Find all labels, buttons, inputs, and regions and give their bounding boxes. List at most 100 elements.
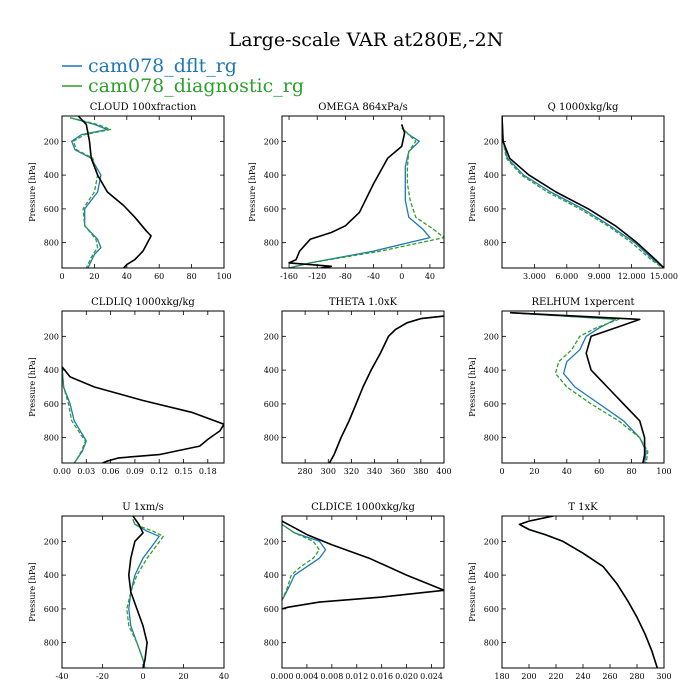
x-tick-label: 300 xyxy=(656,672,671,681)
x-tick-label: 0.008 xyxy=(320,672,343,681)
x-tick-label: 340 xyxy=(367,467,382,476)
y-tick-label: 400 xyxy=(44,571,59,580)
x-tick-label: 6.000 xyxy=(555,272,578,281)
y-tick-label: 400 xyxy=(484,366,499,375)
y-tick-label: 200 xyxy=(44,137,59,146)
y-tick-label: 400 xyxy=(44,171,59,180)
plot-frame xyxy=(61,310,225,464)
x-tick-label: 100 xyxy=(216,272,231,281)
x-tick-label: 0.06 xyxy=(102,467,120,476)
x-tick-label: 20 xyxy=(178,672,188,681)
x-tick-label: 0.024 xyxy=(420,672,443,681)
x-tick-label: 12.000 xyxy=(618,272,646,281)
y-axis-label: Pressure [hPa] xyxy=(28,357,37,417)
panel-u: U 1xm/s -40 -20 0 20 40 200 400 600 800 Pressure [… xyxy=(28,502,229,681)
x-tick-label: 20 xyxy=(529,467,539,476)
panel-relhum: RELHUM 1xpercent 0 20 40 60 80 100 200 400 600 800… xyxy=(468,297,672,476)
y-tick-label: 200 xyxy=(264,332,279,341)
y-tick-label: 200 xyxy=(484,137,499,146)
y-axis-label: Pressure [hPa] xyxy=(468,357,477,417)
y-tick-label: 600 xyxy=(484,400,499,409)
x-tick-label: 280 xyxy=(629,672,644,681)
plot-frame xyxy=(61,515,225,669)
x-tick-label: 100 xyxy=(656,467,671,476)
y-tick-label: 800 xyxy=(484,434,499,443)
y-tick-label: 800 xyxy=(484,239,499,248)
legend: cam078_dflt_rg cam078_diagnostic_rg xyxy=(62,55,304,97)
x-tick-label: 0.15 xyxy=(175,467,193,476)
x-tick-label: 40 xyxy=(122,272,132,281)
series-line-diag xyxy=(126,519,164,668)
panel-series xyxy=(288,124,444,268)
panel-series xyxy=(62,366,224,463)
y-tick-label: 200 xyxy=(264,137,279,146)
series-line-diag xyxy=(62,366,87,463)
y-tick-label: 800 xyxy=(484,639,499,648)
legend-label-diag: cam078_diagnostic_rg xyxy=(88,75,304,97)
y-tick-label: 600 xyxy=(44,205,59,214)
series-line-obs xyxy=(62,366,224,463)
y-axis-label: Pressure [hPa] xyxy=(468,562,477,622)
series-line-obs xyxy=(502,116,664,268)
panel-series xyxy=(69,116,152,268)
panel-title: U 1xm/s xyxy=(122,502,164,513)
panel-series xyxy=(510,311,649,463)
x-tick-label: -40 xyxy=(367,272,380,281)
series-line-dflt xyxy=(518,516,658,668)
y-tick-label: 800 xyxy=(264,434,279,443)
series-line-obs xyxy=(77,116,152,268)
series-line-dflt xyxy=(128,519,160,668)
y-tick-label: 800 xyxy=(44,639,59,648)
panel-title: RELHUM 1xpercent xyxy=(531,297,634,308)
panel-title: T 1xK xyxy=(568,502,598,513)
x-tick-label: -80 xyxy=(339,272,352,281)
x-tick-label: 400 xyxy=(436,467,451,476)
x-tick-label: 0 xyxy=(59,272,64,281)
series-line-dflt xyxy=(288,127,431,268)
x-tick-label: 220 xyxy=(548,672,563,681)
plot-frame xyxy=(281,515,445,669)
x-tick-label: 0.016 xyxy=(370,672,393,681)
series-line-diag xyxy=(288,127,444,268)
x-tick-label: 300 xyxy=(321,467,336,476)
series-line-obs xyxy=(128,516,148,668)
x-tick-label: 360 xyxy=(390,467,405,476)
series-line-dflt xyxy=(282,523,327,601)
plot-frame xyxy=(281,310,445,464)
panel-t: T 1xK 180 200 220 240 260 280 300 200 400 600 800 Pr… xyxy=(468,502,672,681)
x-tick-label: 0 xyxy=(399,272,404,281)
y-tick-label: 400 xyxy=(484,171,499,180)
x-tick-label: 180 xyxy=(494,672,509,681)
y-axis-label: Pressure [hPa] xyxy=(468,162,477,222)
y-tick-label: 600 xyxy=(264,605,279,614)
panel-title: CLOUD 100xfraction xyxy=(90,102,197,113)
series-line-obs xyxy=(288,124,406,268)
series-line-obs xyxy=(510,311,646,463)
x-tick-label: 80 xyxy=(627,467,637,476)
panel-q: Q 1000xkg/kg 3.000 6.000 9.000 12.000 15.000 2… xyxy=(468,102,678,281)
series-line-diag xyxy=(510,312,649,463)
x-tick-label: 3.000 xyxy=(523,272,546,281)
series-line-diag xyxy=(282,523,321,601)
series-line-obs xyxy=(282,520,444,610)
x-tick-label: 0.09 xyxy=(126,467,144,476)
panel-cldliq: CLDLIQ 1000xkg/kg 0.00 0.03 0.06 0.09 0.12 0.1… xyxy=(28,297,225,476)
series-line-dflt xyxy=(328,315,444,463)
figure-title: Large-scale VAR at280E,-2N xyxy=(229,29,504,51)
panel-series xyxy=(328,315,444,463)
panel-theta: THETA 1.0xK 280 300 320 340 360 380 400 200 400 60… xyxy=(264,297,452,476)
x-tick-label: 40 xyxy=(425,272,435,281)
panel-title: OMEGA 864xPa/s xyxy=(318,102,408,113)
series-line-diag xyxy=(69,117,112,268)
x-tick-label: 60 xyxy=(594,467,604,476)
x-tick-label: 280 xyxy=(298,467,313,476)
panel-omega: OMEGA 864xPa/s -160 -120 -80 -40 0 40 200 400 600… xyxy=(248,102,445,281)
y-tick-label: 400 xyxy=(264,366,279,375)
panel-series xyxy=(518,516,659,668)
x-tick-label: 9.000 xyxy=(588,272,611,281)
y-tick-label: 800 xyxy=(44,239,59,248)
y-tick-label: 400 xyxy=(264,571,279,580)
x-tick-label: 240 xyxy=(575,672,590,681)
series-line-obs xyxy=(518,516,659,668)
